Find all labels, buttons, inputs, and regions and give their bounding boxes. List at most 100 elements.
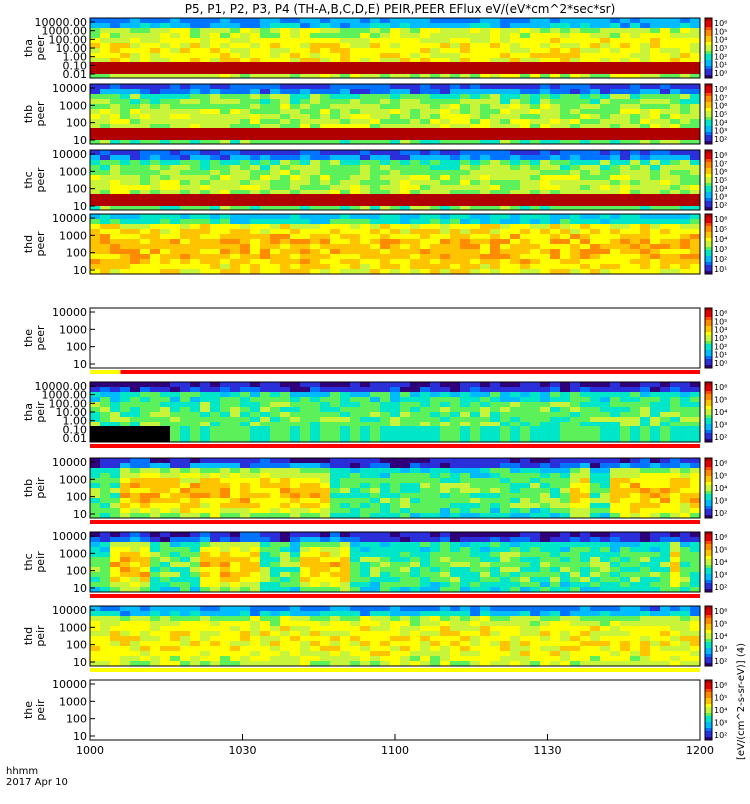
heatmap-cell [130,249,141,255]
heatmap-cell [380,397,391,403]
heatmap-cell [350,259,361,265]
heatmap-cell [410,493,421,499]
heatmap-cell [410,407,421,413]
heatmap-cell [160,239,171,245]
heatmap-cell [210,407,221,413]
heatmap-cell [120,28,131,34]
heatmap-cell [430,498,441,504]
heatmap-cell [240,175,251,181]
heatmap-cell [230,412,241,418]
heatmap-cell [410,94,421,100]
heatmap-cell [450,392,461,398]
colorbar-segment [705,403,712,407]
heatmap-cell [330,229,341,235]
heatmap-cell [420,18,431,24]
heatmap-cell [190,160,201,166]
heatmap-cell [510,214,521,220]
heatmap-cell [320,264,331,270]
heatmap-cell [690,488,701,494]
heatmap-cell [300,33,311,39]
heatmap-cell [350,249,361,255]
heatmap-cell [650,387,661,393]
heatmap-cell [550,165,561,171]
heatmap-cell [410,119,421,125]
heatmap-cell [190,84,201,90]
heatmap-cell [460,478,471,484]
heatmap-cell [210,23,221,29]
heatmap-cell [590,387,601,393]
heatmap-cell [680,33,691,39]
heatmap-cell [220,473,231,479]
heatmap-cell [170,582,181,588]
heatmap-cell [600,38,611,44]
heatmap-cell [240,463,251,469]
heatmap-cell [440,473,451,479]
heatmap-cell [300,463,311,469]
heatmap-cell [400,488,411,494]
heatmap-cell [480,175,491,181]
heatmap-cell [610,488,621,494]
heatmap-cell [630,234,641,240]
heatmap-cell [620,229,631,235]
heatmap-cell [230,160,241,166]
heatmap-cell [170,53,181,59]
colorbar-segment [705,491,712,495]
heatmap-cell [410,473,421,479]
heatmap-cell [550,155,561,161]
heatmap-cell [230,493,241,499]
heatmap-cell [350,160,361,166]
heatmap-cell [650,473,661,479]
heatmap-cell [530,254,541,260]
heatmap-cell [110,537,121,543]
colorbar-segment [705,485,712,489]
heatmap-cell [280,249,291,255]
heatmap-cell [150,259,161,265]
colorbar-tick-label: 10² [714,509,727,518]
heatmap-cell [370,259,381,265]
heatmap-cell [160,104,171,110]
heatmap-cell [280,160,291,166]
heatmap-cell [140,468,151,474]
heatmap-cell [270,219,281,225]
heatmap-cell [230,483,241,489]
colorbar-segment [705,30,712,34]
heatmap-cell [120,582,131,588]
heatmap-cell [420,150,431,156]
heatmap-cell [540,468,551,474]
heatmap-cell [530,244,541,250]
heatmap-cell [120,119,131,125]
heatmap-cell [410,23,421,29]
heatmap-cell [200,155,211,161]
heatmap-cell [490,165,501,171]
heatmap-cell [420,417,431,423]
y-tick-label: 100 [66,247,87,260]
heatmap-cell [560,114,571,120]
heatmap-cell [240,84,251,90]
heatmap-cell [610,170,621,176]
heatmap-cell [660,109,671,115]
heatmap-cell [260,254,271,260]
heatmap-cell [370,38,381,44]
heatmap-cell [490,493,501,499]
heatmap-cell [520,89,531,95]
heatmap-cell [280,392,291,398]
heatmap-cell [120,53,131,59]
heatmap-cell [310,493,321,499]
heatmap-cell [260,18,271,24]
heatmap-cell [570,109,581,115]
heatmap-cell [220,239,231,245]
heatmap-cell [650,99,661,105]
colorbar-segment [705,341,712,345]
heatmap-cell [170,239,181,245]
colorbar-segment [705,159,712,163]
heatmap-cell [230,498,241,504]
heatmap-cell [140,239,151,245]
heatmap-cell [530,249,541,255]
heatmap-cell [640,254,651,260]
heatmap-cell [480,109,491,115]
heatmap-cell [170,214,181,220]
heatmap-cell [150,214,161,220]
heatmap-cell [480,84,491,90]
